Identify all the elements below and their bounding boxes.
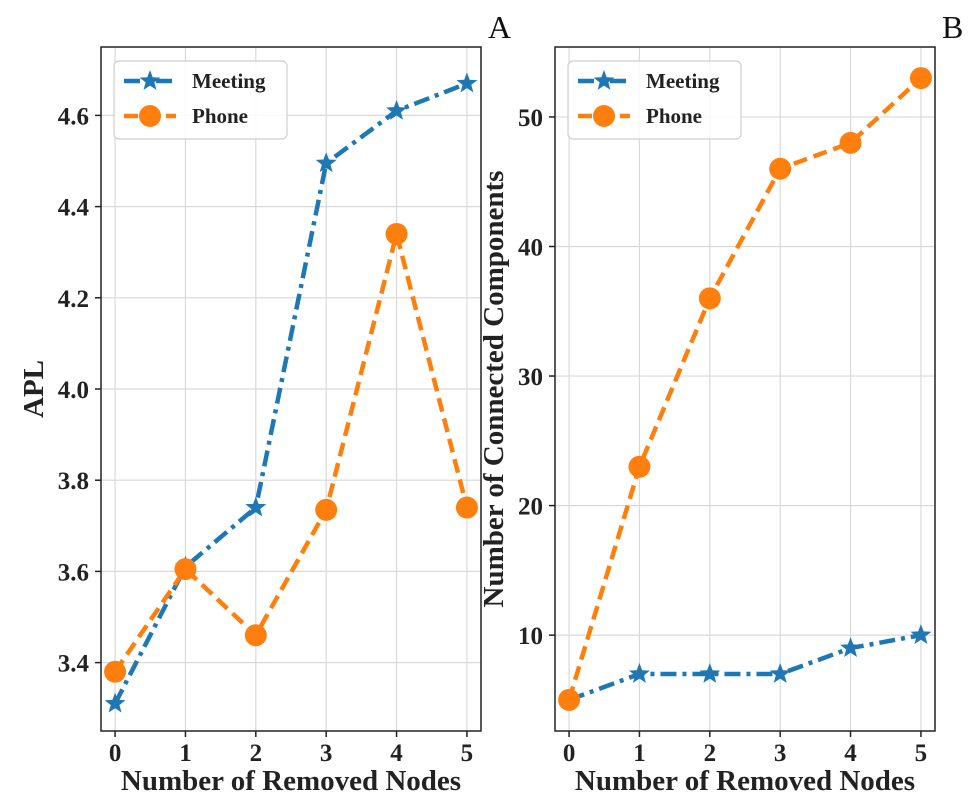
meeting-star-marker	[840, 637, 862, 657]
phone-circle-marker	[909, 67, 932, 90]
legend: Meeting Phone	[567, 60, 742, 140]
x-tick-label: 0	[109, 740, 122, 767]
phone-circle-marker	[558, 688, 581, 711]
legend-label-meeting: Meeting	[646, 69, 720, 93]
phone-circle-marker	[839, 131, 862, 154]
meeting-series-line	[113, 81, 468, 705]
y-tick-label: 3.8	[58, 468, 89, 495]
meeting-series-line	[568, 632, 922, 703]
x-tick-label: 1	[179, 740, 192, 767]
legend-star-marker	[593, 70, 615, 90]
x-tick-label: 5	[915, 740, 928, 767]
x-tick-label: 2	[250, 740, 263, 767]
y-axis-title: Number of Connected Components	[478, 171, 510, 608]
legend-label-phone: Phone	[646, 104, 702, 128]
meeting-star-marker	[910, 624, 932, 645]
phone-circle-marker	[385, 222, 408, 245]
meeting-star-marker	[245, 496, 267, 517]
legend-label-phone: Phone	[192, 104, 248, 128]
legend-circle-marker	[139, 105, 161, 127]
x-axis-title: Number of Removed Nodes	[575, 765, 915, 797]
x-axis-title: Number of Removed Nodes	[121, 765, 461, 797]
meeting-star-marker	[315, 152, 337, 173]
legend-star-marker	[139, 70, 161, 90]
y-tick-label: 3.4	[58, 651, 90, 678]
y-tick-label: 4.0	[58, 377, 89, 404]
phone-circle-marker	[244, 624, 267, 647]
x-tick-label: 1	[633, 740, 646, 767]
legend: Meeting Phone	[113, 60, 288, 140]
x-tick-label: 2	[704, 740, 717, 767]
phone-circle-marker	[455, 496, 478, 519]
y-tick-label: 4.2	[58, 286, 89, 313]
y-tick-label: 50	[518, 105, 543, 132]
plot-area-frame	[554, 46, 936, 732]
phone-circle-marker	[104, 660, 127, 683]
y-tick-label: 30	[518, 364, 543, 391]
y-tick-label: 20	[518, 494, 543, 521]
phone-circle-marker	[174, 558, 197, 581]
x-tick-label: 5	[461, 740, 474, 767]
legend-label-meeting: Meeting	[192, 69, 266, 93]
phone-circle-marker	[315, 498, 338, 521]
chart-panel-b: 0 1 2 3 4 5 10 20 30 40 50 Number of Removed Nodes N…	[478, 9, 963, 797]
x-tick-label: 4	[390, 740, 403, 767]
meeting-star-marker	[628, 663, 650, 683]
y-tick-label: 4.6	[58, 103, 89, 130]
y-tick-label: 40	[518, 235, 543, 262]
y-axis-title: APL	[18, 360, 50, 418]
meeting-star-marker	[769, 663, 791, 683]
x-tick-label: 3	[320, 740, 333, 767]
x-tick-label: 3	[774, 740, 787, 767]
panel-label: A	[488, 9, 511, 45]
chart-panel-a: 0 1 2 3 4 5 3.4 3.6 3.8 4.0 4.2 4.4 4.6 Number of Rem…	[18, 9, 511, 797]
phone-circle-marker	[698, 287, 721, 310]
phone-series-line	[113, 233, 470, 673]
y-tick-label: 4.4	[58, 195, 90, 222]
panel-label: B	[942, 9, 963, 45]
x-tick-label: 4	[844, 740, 857, 767]
meeting-star-marker	[104, 692, 126, 713]
meeting-star-marker	[386, 99, 408, 120]
phone-circle-marker	[769, 157, 792, 180]
meeting-star-marker	[699, 663, 721, 683]
legend-circle-marker	[593, 105, 615, 127]
x-tick-label: 0	[563, 740, 576, 767]
y-tick-label: 10	[518, 623, 543, 650]
phone-series-line	[566, 76, 923, 701]
phone-circle-marker	[628, 455, 651, 478]
y-tick-label: 3.6	[58, 559, 89, 586]
meeting-star-marker	[456, 72, 478, 93]
